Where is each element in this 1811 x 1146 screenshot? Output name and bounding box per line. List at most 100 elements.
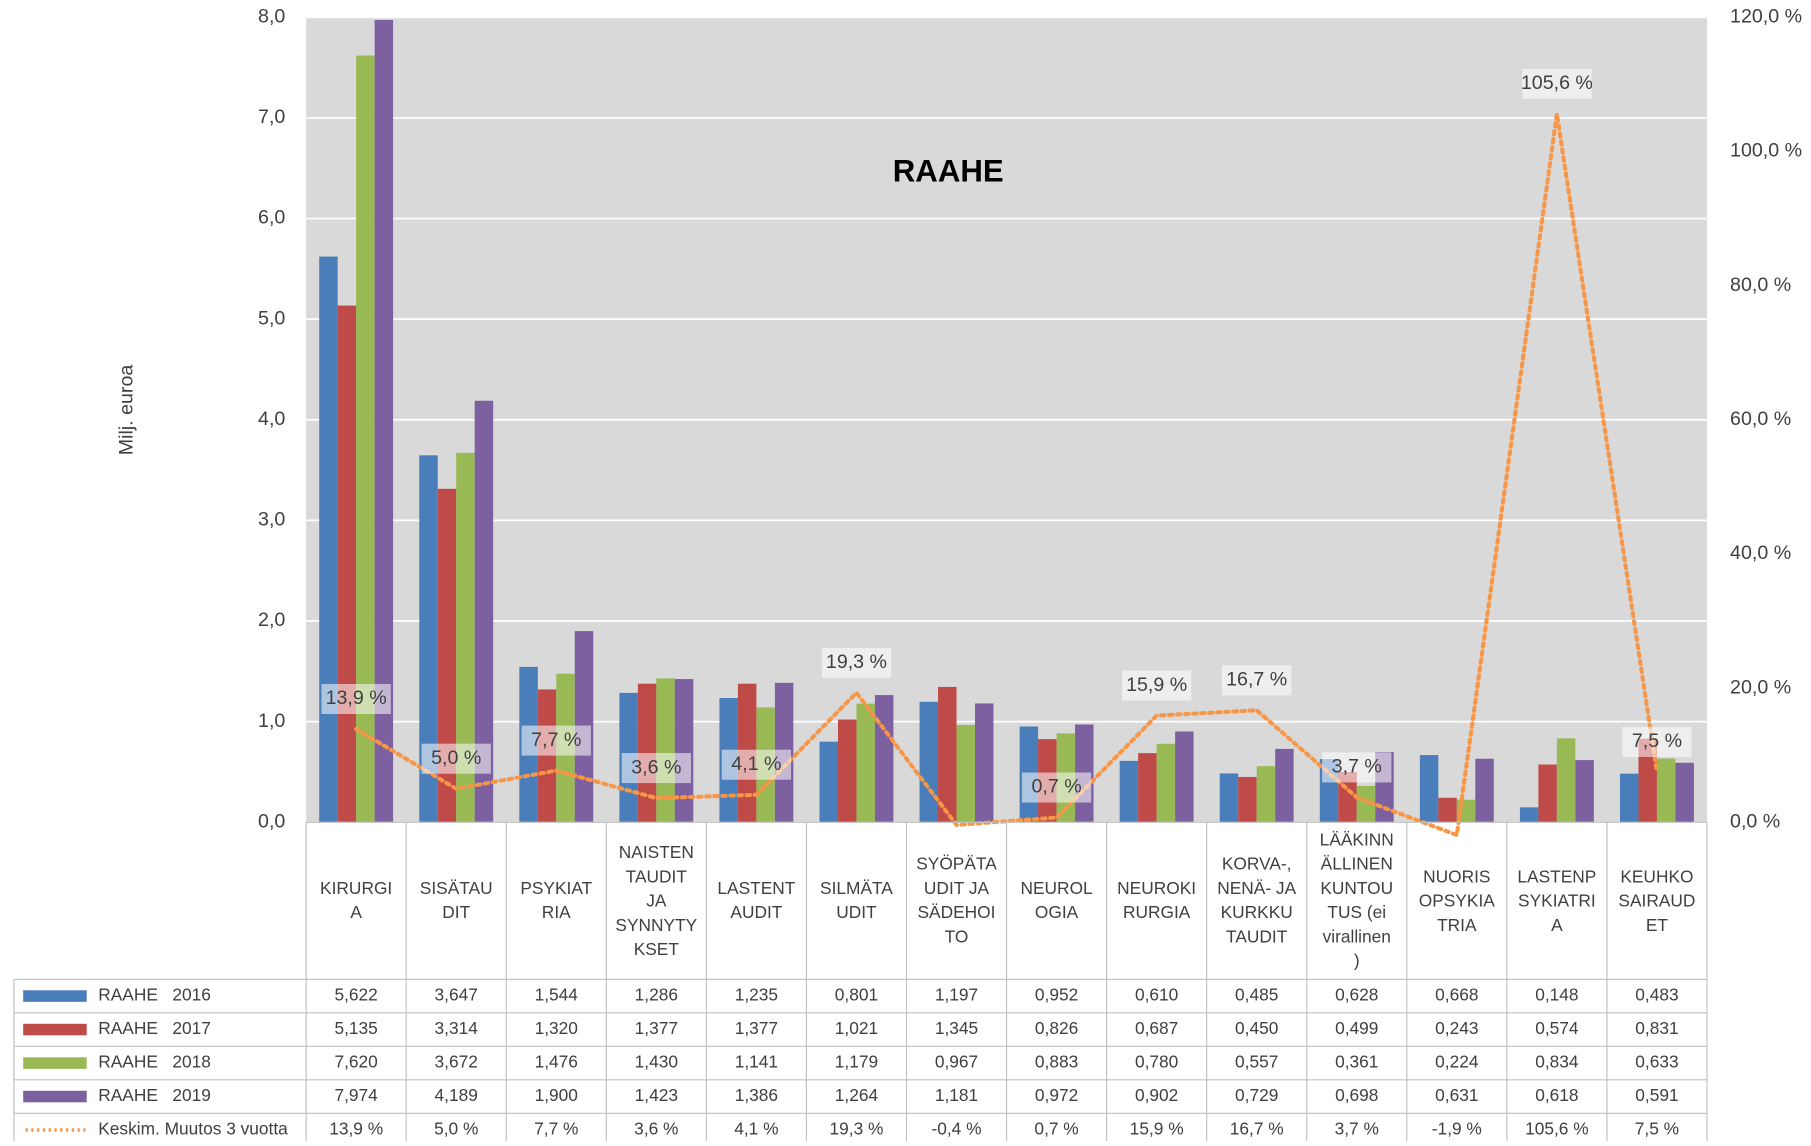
bar — [1119, 760, 1139, 823]
bar — [637, 683, 657, 823]
x-tick-label: LÄÄKINN ÄLLINEN KUNTOU TUS (ei viralline… — [1319, 830, 1394, 972]
bar — [1275, 748, 1294, 823]
table-value: 0,687 — [1135, 1018, 1178, 1038]
y2-tick-label: 120,0 % — [1730, 6, 1802, 28]
x-tick-label: LASTENT AUDIT — [717, 878, 796, 923]
y-tick-label: 7,0 — [258, 106, 285, 128]
table-value: 16,7 % — [1230, 1119, 1284, 1139]
table-value: 0,483 — [1635, 985, 1678, 1005]
grid — [306, 16, 1707, 824]
legend-swatch — [23, 990, 87, 1002]
bar — [437, 488, 457, 823]
table-value: 1,423 — [635, 1085, 678, 1105]
table-value: 7,5 % — [1635, 1119, 1679, 1139]
y2-tick-label: 100,0 % — [1730, 140, 1802, 162]
data-label-box — [1021, 772, 1092, 803]
table-value: 1,386 — [735, 1085, 778, 1105]
y-tick-label: 6,0 — [258, 207, 285, 229]
x-tick-label: KORVA-, NENÄ- JA KURKKU TAUDIT — [1217, 854, 1297, 947]
data-label-box — [721, 749, 792, 780]
table-value: 0,902 — [1135, 1085, 1178, 1105]
bar — [1619, 773, 1639, 823]
table-value: 0,610 — [1135, 985, 1178, 1005]
bar — [974, 703, 994, 823]
bar — [1238, 776, 1257, 823]
data-label-box — [421, 743, 491, 774]
table-value: 0,499 — [1335, 1018, 1378, 1038]
y2-tick-label: 40,0 % — [1730, 542, 1791, 564]
table-value: 0,485 — [1235, 985, 1278, 1005]
bar — [374, 19, 394, 823]
bar — [1419, 755, 1439, 823]
data-label: 15,9 % — [1126, 674, 1187, 696]
data-label: 4,1 % — [731, 753, 781, 775]
bar — [537, 689, 557, 823]
y-axis-label: Milj. euroa — [115, 365, 137, 456]
data-label-box — [821, 647, 892, 678]
table-value: 3,6 % — [634, 1119, 678, 1139]
category-cell: NEUROKI RURGIA — [1117, 878, 1197, 923]
category-cell: LASTENP SYKIATRI A — [1517, 867, 1596, 935]
bar — [837, 719, 857, 823]
bar — [1438, 797, 1457, 823]
bar — [419, 455, 438, 823]
table-value: 0,826 — [1035, 1018, 1078, 1038]
table-value: 0,243 — [1435, 1018, 1478, 1038]
category-cell: NAISTEN TAUDIT JA SYNNYTY KSET — [615, 842, 697, 959]
table-value: 3,314 — [435, 1018, 479, 1038]
data-label-box — [1622, 726, 1692, 757]
table-value: 1,264 — [835, 1085, 879, 1105]
legend-label: RAAHE 2019 — [98, 1085, 211, 1105]
table-value: 3,672 — [435, 1052, 478, 1072]
table-value: 1,286 — [635, 985, 678, 1005]
table-value: 0,633 — [1635, 1052, 1678, 1072]
bar — [1538, 764, 1557, 823]
x-tick-label: PSYKIAT RIA — [520, 878, 593, 923]
y-tick-label: 8,0 — [258, 6, 285, 28]
data-label: 3,6 % — [631, 756, 681, 778]
bar — [1175, 731, 1194, 823]
x-tick-label: NEUROL OGIA — [1020, 878, 1093, 923]
table-value: 0,883 — [1035, 1052, 1078, 1072]
data-label: 0,7 % — [1031, 776, 1081, 798]
y2-tick-label: 20,0 % — [1730, 676, 1791, 698]
category-cell: SILMÄTA UDIT — [820, 879, 893, 923]
bar — [856, 703, 875, 823]
data-label: 3,7 % — [1332, 756, 1382, 778]
data-label: 7,5 % — [1632, 730, 1682, 752]
legend-label: RAAHE 2018 — [98, 1052, 211, 1072]
y-tick-label: 0,0 — [258, 810, 285, 832]
y-tick-label: 5,0 — [258, 307, 285, 329]
legend-swatch — [23, 1090, 87, 1103]
x-tick-label: KIRURGI A — [320, 878, 393, 923]
data-label-box — [321, 683, 391, 715]
bar — [1656, 758, 1676, 823]
data-label-box — [1121, 670, 1192, 701]
table-value: 1,141 — [735, 1052, 778, 1072]
y2-tick-label: 60,0 % — [1730, 408, 1791, 430]
category-cell: KEUHKO SAIRAUD ET — [1618, 867, 1695, 935]
table-value: -0,4 % — [931, 1119, 981, 1139]
table-value: 1,320 — [535, 1018, 578, 1038]
table-value: 19,3 % — [830, 1119, 884, 1139]
table-value: 15,9 % — [1130, 1119, 1184, 1139]
table-value: 1,900 — [535, 1085, 578, 1105]
x-tick-label: NEUROKI RURGIA — [1117, 878, 1197, 923]
bar — [1138, 753, 1157, 823]
bar — [919, 701, 939, 823]
table-value: 1,377 — [735, 1018, 778, 1038]
table-value: 1,179 — [835, 1052, 878, 1072]
table-value: 1,430 — [635, 1052, 678, 1072]
bar — [674, 679, 694, 823]
y-tick-label: 4,0 — [258, 408, 285, 430]
y2-tick-label: 0,0 % — [1730, 810, 1780, 832]
data-label: 5,0 % — [431, 747, 481, 769]
table-value: 1,021 — [835, 1018, 878, 1038]
table-value: 0,698 — [1335, 1085, 1378, 1105]
line — [354, 113, 1659, 838]
bar — [1675, 762, 1694, 823]
bar — [1256, 766, 1276, 823]
table-value: 0,148 — [1535, 985, 1578, 1005]
data-label-box — [1522, 68, 1592, 99]
